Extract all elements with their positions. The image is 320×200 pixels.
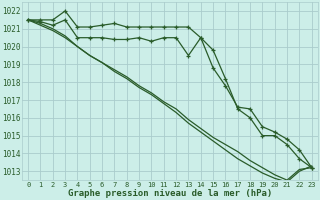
X-axis label: Graphe pression niveau de la mer (hPa): Graphe pression niveau de la mer (hPa) — [68, 189, 272, 198]
